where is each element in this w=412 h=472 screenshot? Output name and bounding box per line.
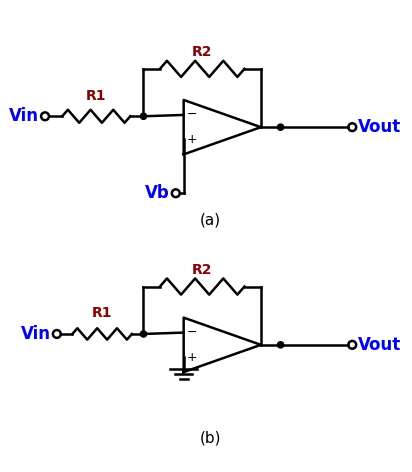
Text: Vout: Vout [358, 118, 401, 136]
Circle shape [140, 113, 147, 119]
Text: R1: R1 [86, 89, 106, 103]
Text: Vout: Vout [358, 336, 401, 354]
Circle shape [140, 331, 147, 337]
Text: (b): (b) [200, 430, 221, 446]
Text: Vin: Vin [9, 107, 39, 125]
Circle shape [277, 124, 284, 130]
Text: (a): (a) [200, 213, 221, 228]
Text: Vin: Vin [21, 325, 51, 343]
Text: R2: R2 [192, 263, 213, 277]
Text: −: − [187, 326, 197, 339]
Circle shape [277, 342, 284, 348]
Text: R1: R1 [92, 306, 112, 320]
Text: −: − [187, 109, 197, 121]
Text: +: + [187, 351, 197, 363]
Text: R2: R2 [192, 45, 213, 59]
Text: Vb: Vb [145, 184, 170, 202]
Text: +: + [187, 133, 197, 146]
